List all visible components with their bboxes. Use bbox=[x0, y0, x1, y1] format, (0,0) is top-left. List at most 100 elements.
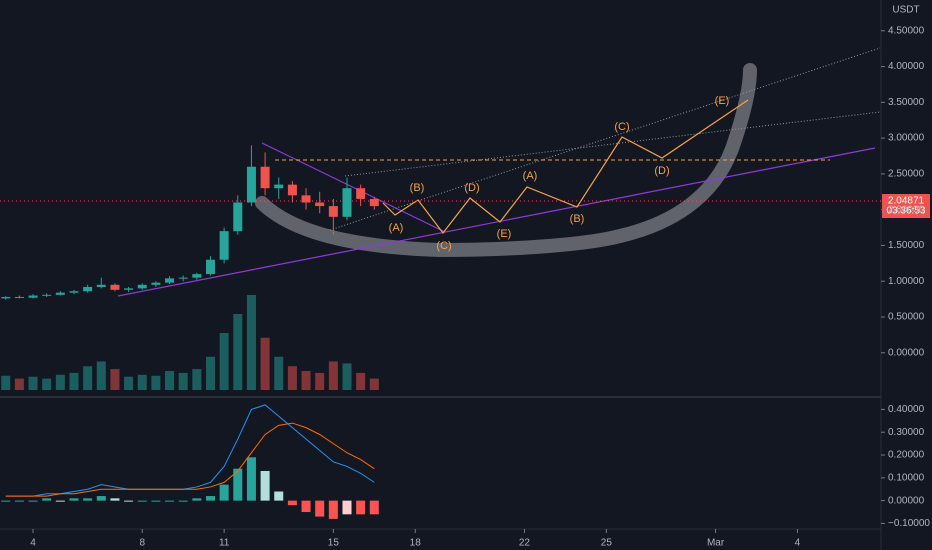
x-tick-label: 18 bbox=[410, 538, 422, 549]
candle-body bbox=[28, 295, 38, 298]
volume-bar bbox=[110, 369, 120, 390]
y-tick-label: 2.50000 bbox=[888, 169, 925, 180]
macd-histogram-bar bbox=[110, 498, 120, 501]
volume-bar bbox=[356, 372, 366, 390]
y-tick-label: 0.20000 bbox=[888, 450, 925, 461]
macd-histogram-bar bbox=[55, 500, 65, 502]
candle-body bbox=[287, 184, 297, 196]
wave-label: (B) bbox=[570, 213, 585, 225]
x-tick-label: Mar bbox=[707, 538, 725, 549]
macd-histogram-bar bbox=[328, 500, 338, 519]
candle-body bbox=[369, 198, 379, 207]
macd-histogram-bar bbox=[165, 500, 175, 502]
volume-bar bbox=[28, 376, 38, 390]
countdown-label: 03:36:53 bbox=[887, 206, 926, 217]
wave-label: (C) bbox=[436, 240, 451, 252]
candle-body bbox=[205, 259, 215, 275]
candle-body bbox=[83, 286, 93, 292]
macd-histogram-bar bbox=[274, 491, 284, 501]
volume-bar bbox=[14, 378, 24, 390]
wave-label: (A) bbox=[389, 222, 404, 234]
y-tick-label: 1.00000 bbox=[888, 276, 925, 287]
macd-histogram-bar bbox=[233, 468, 243, 501]
wave-label: (E) bbox=[715, 95, 730, 107]
volume-bar bbox=[83, 366, 93, 390]
y-tick-label: 4.50000 bbox=[888, 25, 925, 36]
x-tick-label: 25 bbox=[601, 538, 613, 549]
volume-bar bbox=[342, 363, 352, 390]
wave-label: (D) bbox=[464, 182, 479, 194]
y-tick-label: 0.10000 bbox=[888, 472, 925, 483]
candle-body bbox=[110, 284, 120, 290]
wave-label: (A) bbox=[523, 170, 538, 182]
volume-bar bbox=[96, 361, 106, 390]
last-price-box bbox=[882, 194, 930, 218]
last-price-label: 2.04871 bbox=[888, 196, 925, 207]
cup-curve bbox=[255, 63, 757, 258]
macd-histogram-bar bbox=[42, 498, 52, 501]
y-tick-label: 0.00000 bbox=[888, 495, 925, 506]
x-tick-label: 11 bbox=[219, 538, 230, 549]
candle-body bbox=[233, 202, 243, 232]
wave-label: (B) bbox=[410, 182, 425, 194]
candle-body bbox=[178, 277, 188, 279]
volume-bar bbox=[246, 295, 256, 390]
macd-histogram-bar bbox=[205, 496, 215, 501]
currency-label: USDT bbox=[892, 5, 919, 16]
volume-bar bbox=[192, 369, 202, 390]
candle-body bbox=[151, 282, 161, 285]
macd-histogram-bar bbox=[1, 500, 11, 502]
volume-bar bbox=[165, 371, 175, 390]
macd-histogram-bar bbox=[260, 470, 270, 501]
candle-body bbox=[356, 188, 366, 199]
volume-bar bbox=[260, 337, 270, 390]
y-tick-label: 3.50000 bbox=[888, 97, 925, 108]
volume-bar bbox=[233, 314, 243, 390]
y-tick-label: 0.30000 bbox=[888, 427, 925, 438]
volume-bar bbox=[301, 371, 311, 390]
macd-histogram-bar bbox=[96, 496, 106, 501]
resistance-trendline bbox=[261, 142, 446, 233]
wave-label: (E) bbox=[497, 228, 512, 240]
candle-body bbox=[124, 288, 134, 290]
candle-body bbox=[342, 188, 352, 217]
x-tick-label: 4 bbox=[795, 538, 801, 549]
volume-bar bbox=[328, 361, 338, 390]
x-tick-label: 22 bbox=[519, 538, 531, 549]
volume-bar bbox=[1, 375, 11, 390]
macd-histogram-bar bbox=[28, 500, 38, 502]
volume-bar bbox=[124, 376, 134, 390]
drawings bbox=[0, 47, 881, 297]
x-tick-label: 4 bbox=[30, 538, 36, 549]
volume-bar bbox=[151, 375, 161, 390]
y-tick-label: 3.00000 bbox=[888, 133, 925, 144]
y-tick-label: 4.00000 bbox=[888, 61, 925, 72]
wave-label: (D) bbox=[654, 165, 669, 177]
candle-body bbox=[246, 166, 256, 203]
channel-line bbox=[329, 47, 881, 231]
x-tick-label: 15 bbox=[328, 538, 340, 549]
candle-body bbox=[55, 292, 65, 295]
macd-histogram-bar bbox=[69, 498, 79, 501]
macd-histogram-bar bbox=[369, 500, 379, 515]
macd-histogram-bar bbox=[14, 500, 24, 502]
y-tick-label: 0.50000 bbox=[888, 312, 925, 323]
macd-histogram-bar bbox=[287, 500, 297, 506]
candle-body bbox=[165, 278, 175, 283]
volume-bar bbox=[369, 378, 379, 390]
macd-histogram-bar bbox=[342, 500, 352, 515]
candle-body bbox=[315, 202, 325, 207]
volume-bar bbox=[219, 333, 229, 390]
macd-histogram-bar bbox=[137, 500, 147, 502]
candle-body bbox=[328, 206, 338, 217]
y-tick-label: −0.10000 bbox=[888, 518, 930, 529]
support-trendline bbox=[117, 147, 876, 297]
volume-bar bbox=[287, 366, 297, 390]
candle-body bbox=[301, 195, 311, 203]
volume-bar bbox=[69, 372, 79, 390]
candle-body bbox=[42, 294, 52, 296]
macd-histogram-bar bbox=[124, 500, 134, 502]
candle-body bbox=[137, 284, 147, 289]
